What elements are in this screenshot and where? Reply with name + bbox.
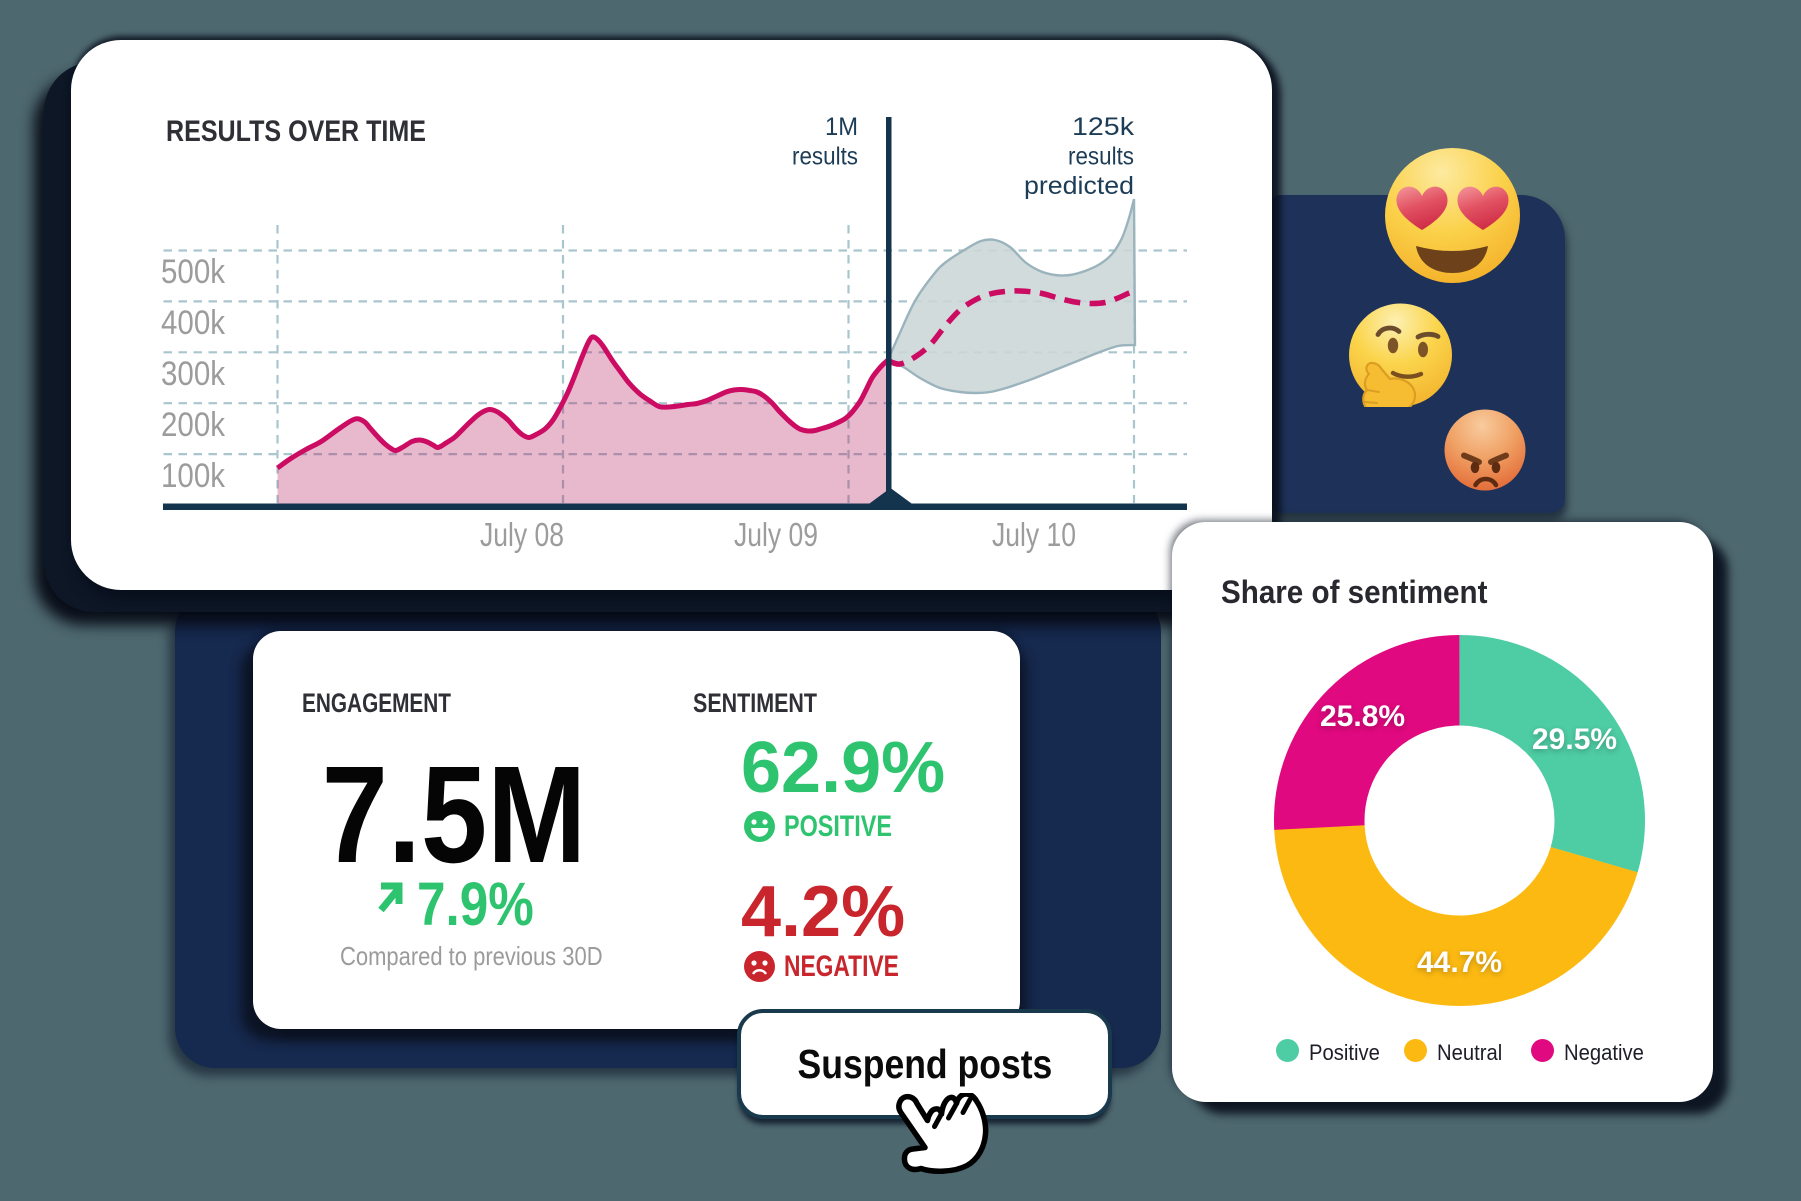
svg-text:300k: 300k (161, 355, 226, 393)
svg-text:results: results (1068, 143, 1134, 171)
svg-text:July 10: July 10 (992, 516, 1076, 553)
svg-text:200k: 200k (161, 406, 226, 444)
svg-text:results: results (792, 143, 858, 171)
svg-text:500k: 500k (161, 253, 226, 291)
svg-text:July 09: July 09 (734, 516, 818, 553)
svg-text:1M: 1M (825, 113, 858, 141)
svg-text:125k: 125k (1072, 113, 1135, 141)
svg-text:RESULTS OVER TIME: RESULTS OVER TIME (166, 115, 426, 148)
svg-text:predicted: predicted (1024, 172, 1134, 200)
svg-text:July 08: July 08 (480, 516, 564, 553)
svg-text:100k: 100k (161, 457, 226, 495)
svg-text:400k: 400k (161, 304, 226, 342)
